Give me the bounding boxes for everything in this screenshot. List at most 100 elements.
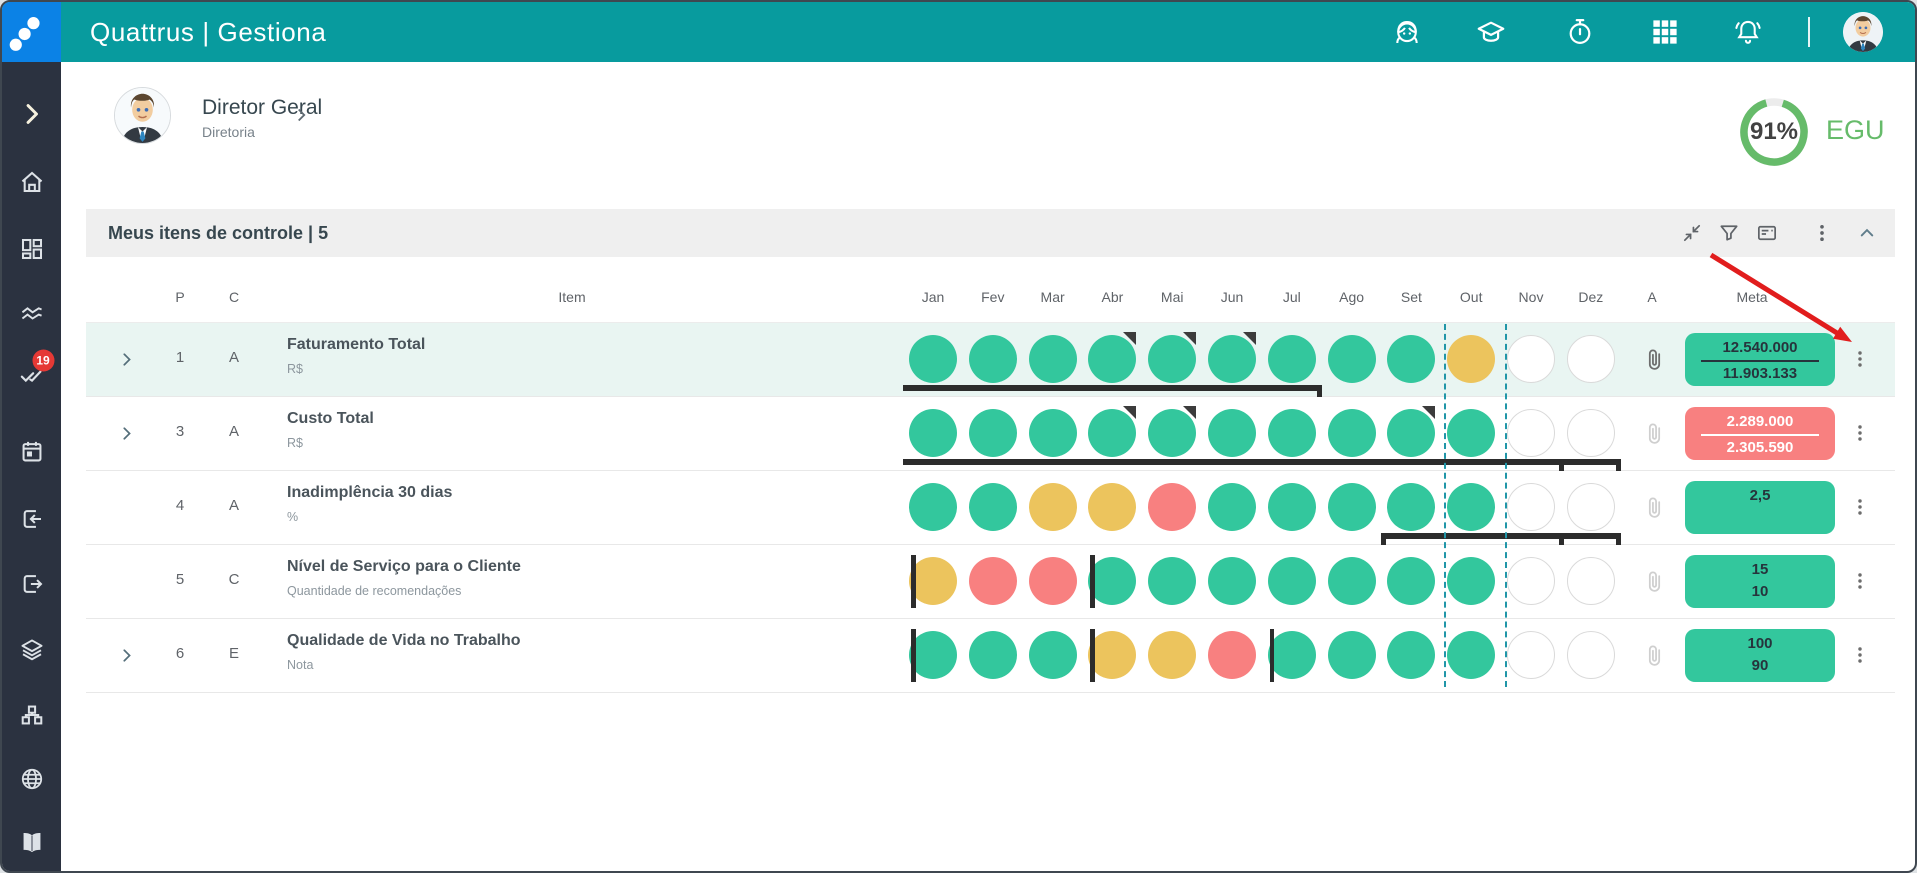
status-dot-abr[interactable] <box>1088 631 1137 679</box>
table-row[interactable]: 3 A Custo Total R$ 2.289.000 2.305.590 <box>86 397 1895 473</box>
status-dot-mar[interactable] <box>1028 631 1077 679</box>
meta-box[interactable]: 15 10 <box>1685 555 1835 608</box>
status-dot-out[interactable] <box>1447 631 1496 679</box>
sidebar-item-tasks[interactable]: 19 <box>18 349 54 389</box>
attachment-paperclip-icon[interactable] <box>1642 569 1667 594</box>
apps-grid-icon[interactable] <box>1650 17 1681 48</box>
status-dot-out[interactable] <box>1447 409 1496 457</box>
row-item-name[interactable]: Qualidade de Vida no Trabalho <box>287 632 521 649</box>
panel-card-button[interactable] <box>1756 222 1779 245</box>
status-dot-jan[interactable] <box>909 631 957 679</box>
status-dot-set[interactable] <box>1387 483 1436 531</box>
row-menu-kebab[interactable] <box>1849 570 1871 592</box>
meta-box[interactable]: 100 90 <box>1685 629 1835 682</box>
attachment-paperclip-icon[interactable] <box>1642 495 1667 520</box>
status-dot-jul[interactable] <box>1267 557 1316 605</box>
meta-box[interactable]: 2.289.000 2.305.590 <box>1685 407 1835 460</box>
row-menu-kebab[interactable] <box>1849 348 1871 370</box>
status-dot-fev[interactable] <box>968 483 1017 531</box>
status-dot-jul[interactable] <box>1267 483 1316 531</box>
status-dot-jan[interactable] <box>909 409 957 457</box>
row-item-name[interactable]: Inadimplência 30 dias <box>287 484 453 501</box>
sidebar-item-dashboard[interactable] <box>18 236 45 263</box>
table-row[interactable]: 4 A Inadimplência 30 dias% 2,5 <box>86 471 1895 547</box>
assistant-icon[interactable] <box>1392 17 1423 48</box>
status-dot-mar[interactable] <box>1028 409 1077 457</box>
attachment-paperclip-icon[interactable] <box>1642 347 1667 372</box>
status-dot-out[interactable] <box>1447 557 1496 605</box>
status-dot-set[interactable] <box>1387 557 1436 605</box>
sidebar-item-home[interactable] <box>18 169 45 196</box>
status-dot-mai[interactable] <box>1148 557 1197 605</box>
sidebar-item-calendar[interactable] <box>18 439 45 466</box>
status-dot-mar[interactable] <box>1028 483 1077 531</box>
status-dot-nov[interactable] <box>1507 631 1555 679</box>
status-dot-mar[interactable] <box>1028 335 1077 383</box>
status-dot-ago[interactable] <box>1327 335 1376 383</box>
status-dot-nov[interactable] <box>1507 483 1555 531</box>
sidebar-item-trending[interactable] <box>18 301 45 328</box>
panel-filter-button[interactable] <box>1718 222 1741 245</box>
status-dot-nov[interactable] <box>1507 335 1555 383</box>
row-item-name[interactable]: Nível de Serviço para o Cliente <box>287 558 521 575</box>
status-dot-fev[interactable] <box>968 335 1017 383</box>
graduation-cap-icon[interactable] <box>1476 17 1507 48</box>
sidebar-item-globe[interactable] <box>18 766 45 793</box>
status-dot-jul[interactable] <box>1267 409 1316 457</box>
app-logo[interactable] <box>2 2 61 62</box>
status-dot-dez[interactable] <box>1566 335 1615 383</box>
sidebar-item-sitemap[interactable] <box>18 702 45 729</box>
status-dot-jan[interactable] <box>909 557 957 605</box>
status-dot-mar[interactable] <box>1028 557 1077 605</box>
status-dot-dez[interactable] <box>1566 483 1615 531</box>
status-dot-jun[interactable] <box>1208 631 1256 679</box>
attachment-paperclip-icon[interactable] <box>1642 643 1667 668</box>
table-row[interactable]: 5 C Nível de Serviço para o Cliente Quantid… <box>86 545 1895 619</box>
profile-chevron-right-icon[interactable] <box>290 104 312 126</box>
status-dot-fev[interactable] <box>968 557 1017 605</box>
status-dot-mai[interactable] <box>1148 631 1197 679</box>
status-dot-nov[interactable] <box>1507 409 1555 457</box>
bell-icon[interactable] <box>1733 17 1764 48</box>
status-dot-jan[interactable] <box>909 483 957 531</box>
row-expand-chevron[interactable] <box>116 349 137 370</box>
status-dot-ago[interactable] <box>1327 557 1376 605</box>
status-dot-nov[interactable] <box>1507 557 1555 605</box>
profile-avatar[interactable] <box>114 87 171 144</box>
status-dot-out[interactable] <box>1447 335 1496 383</box>
status-dot-mai[interactable] <box>1148 483 1197 531</box>
status-dot-dez[interactable] <box>1566 409 1615 457</box>
table-row[interactable]: 6 E Qualidade de Vida no Trabalho Nota 100 90 <box>86 619 1895 693</box>
status-dot-abr[interactable] <box>1088 557 1137 605</box>
status-dot-out[interactable] <box>1447 483 1496 531</box>
status-dot-dez[interactable] <box>1566 631 1615 679</box>
panel-collapse-button[interactable] <box>1681 222 1704 245</box>
status-dot-jul[interactable] <box>1267 631 1316 679</box>
status-dot-jan[interactable] <box>909 335 957 383</box>
status-dot-jul[interactable] <box>1267 335 1316 383</box>
status-dot-jun[interactable] <box>1208 483 1256 531</box>
status-dot-jun[interactable] <box>1208 557 1256 605</box>
status-dot-dez[interactable] <box>1566 557 1615 605</box>
meta-box[interactable]: 12.540.000 11.903.133 <box>1685 333 1835 386</box>
attachment-paperclip-icon[interactable] <box>1642 421 1667 446</box>
table-row[interactable]: 1 A Faturamento Total R$ 12.540.000 11.903.13… <box>86 322 1895 399</box>
status-dot-fev[interactable] <box>968 631 1017 679</box>
sidebar-item-export[interactable] <box>18 571 45 598</box>
sidebar-item-import[interactable] <box>18 506 45 533</box>
status-dot-fev[interactable] <box>968 409 1017 457</box>
status-dot-set[interactable] <box>1387 631 1436 679</box>
user-avatar[interactable] <box>1843 12 1883 52</box>
status-dot-abr[interactable] <box>1088 483 1137 531</box>
status-dot-set[interactable] <box>1387 335 1436 383</box>
status-dot-jun[interactable] <box>1208 409 1256 457</box>
sidebar-item-layers[interactable] <box>18 637 45 664</box>
row-menu-kebab[interactable] <box>1849 496 1871 518</box>
meta-box[interactable]: 2,5 <box>1685 481 1835 534</box>
row-menu-kebab[interactable] <box>1849 422 1871 444</box>
sidebar-item-chevron-right[interactable] <box>18 101 45 128</box>
panel-chevron-up-button[interactable] <box>1856 222 1879 245</box>
status-dot-ago[interactable] <box>1327 483 1376 531</box>
status-dot-ago[interactable] <box>1327 409 1376 457</box>
status-dot-ago[interactable] <box>1327 631 1376 679</box>
